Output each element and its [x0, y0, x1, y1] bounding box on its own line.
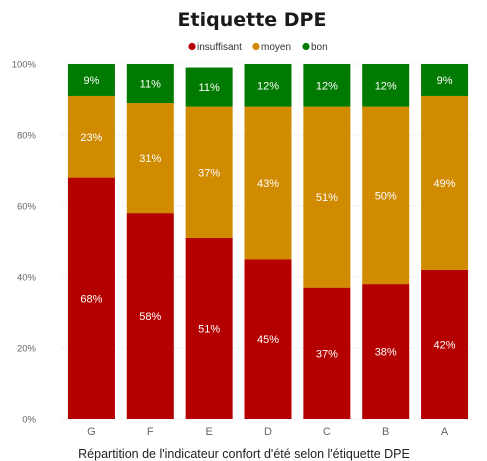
y-tick-label: 40% — [17, 273, 37, 284]
data-label: 50% — [375, 190, 397, 202]
legend-label-moyen: moyen — [261, 42, 291, 53]
data-label: 9% — [437, 75, 453, 87]
data-label: 12% — [375, 80, 397, 92]
data-label: 12% — [257, 80, 279, 92]
bars: 68% 23% 9% 58% 31% 11% 51% 37% 11% 45% 43% 12% 37% 51… — [67, 64, 469, 419]
bar-moyen-G — [67, 95, 115, 178]
bar-moyen-E — [185, 106, 233, 238]
x-tick-label: A — [441, 426, 449, 438]
bar-insuffisant-F — [126, 213, 174, 419]
y-tick-label: 80% — [17, 131, 37, 142]
data-label: 45% — [257, 334, 279, 346]
bar-moyen-C — [303, 106, 351, 288]
bar-moyen-F — [126, 103, 174, 214]
data-label: 9% — [83, 75, 99, 87]
bar-bon-E — [185, 67, 233, 107]
bar-insuffisant-A — [421, 269, 469, 419]
data-label: 12% — [316, 80, 338, 92]
data-label: 58% — [139, 311, 161, 323]
bar-moyen-B — [362, 106, 410, 285]
y-tick-label: 20% — [17, 344, 37, 355]
data-label: 68% — [80, 293, 102, 305]
bar-moyen-D — [244, 106, 292, 260]
bar-bon-F — [126, 64, 174, 104]
bar-insuffisant-G — [67, 177, 115, 419]
y-tick-label: 0% — [22, 415, 36, 426]
bar-insuffisant-E — [185, 237, 233, 419]
y-tick-label: 100% — [12, 60, 37, 71]
bar-insuffisant-C — [303, 287, 351, 419]
x-tick-label: D — [264, 426, 272, 438]
data-label: 38% — [375, 347, 397, 359]
data-label: 23% — [80, 132, 102, 144]
bar-bon-C — [303, 64, 351, 107]
y-tick-label: 60% — [17, 202, 37, 213]
bar-bon-B — [362, 64, 410, 107]
legend: insuffisant moyen bon — [188, 42, 328, 53]
data-label: 51% — [316, 192, 338, 204]
data-label: 49% — [434, 178, 456, 190]
bar-bon-G — [67, 64, 115, 96]
x-tick-label: F — [147, 426, 154, 438]
legend-marker-moyen — [252, 42, 260, 51]
bar-insuffisant-D — [244, 259, 292, 419]
bar-moyen-A — [421, 95, 469, 270]
data-label: 43% — [257, 178, 279, 190]
chart-caption: Répartition de l'indicateur confort d'ét… — [78, 447, 410, 461]
x-tick-label: E — [205, 426, 212, 438]
legend-label-insuffisant: insuffisant — [197, 42, 242, 53]
data-label: 11% — [140, 79, 161, 91]
legend-label-bon: bon — [311, 42, 328, 53]
x-tick-label: C — [323, 426, 331, 438]
data-label: 51% — [198, 323, 220, 335]
bar-bon-A — [421, 64, 469, 96]
data-label: 42% — [434, 339, 456, 351]
legend-marker-bon — [302, 42, 310, 51]
y-axis: 0% 20% 40% 60% 80% 100% — [12, 60, 37, 426]
data-label: 11% — [199, 82, 220, 94]
x-tick-label: B — [382, 426, 389, 438]
bar-insuffisant-B — [362, 284, 410, 419]
bar-bon-D — [244, 64, 292, 107]
data-label: 37% — [198, 167, 220, 179]
data-label: 37% — [316, 348, 338, 360]
legend-marker-insuffisant — [188, 42, 196, 51]
chart-title: Etiquette DPE — [178, 9, 327, 31]
data-label: 31% — [139, 153, 161, 165]
x-tick-label: G — [87, 426, 96, 438]
